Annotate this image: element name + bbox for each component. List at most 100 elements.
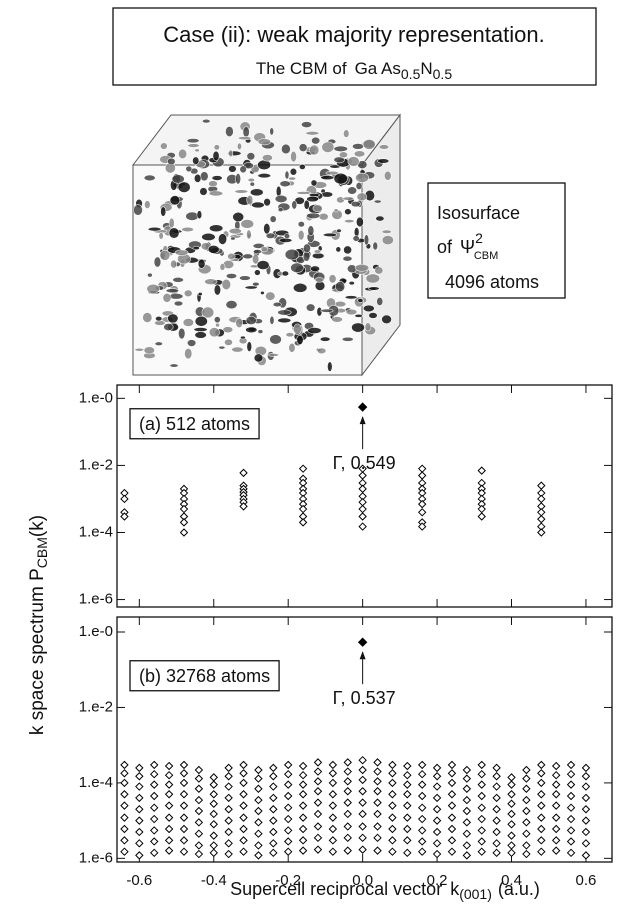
data-point (358, 822, 367, 831)
subscript: CBM (474, 250, 498, 262)
isosurface-blob (333, 208, 339, 213)
data-point (135, 851, 144, 860)
data-point (254, 806, 263, 816)
isosurface-blob (343, 245, 353, 255)
data-point (254, 774, 263, 783)
y-axis-label-text: (k) (27, 515, 48, 537)
data-point (373, 758, 382, 767)
isosurface-blob (312, 204, 323, 213)
isosurface-blob (307, 327, 322, 334)
isosurface-cube (131, 113, 402, 377)
data-point (224, 772, 233, 781)
data-point (507, 799, 516, 808)
data-point (388, 824, 397, 834)
isosurface-blob (269, 334, 282, 345)
data-point (388, 847, 397, 856)
isosurface-blob (313, 249, 322, 254)
isosurface-blob (134, 347, 145, 352)
isosurface-blob (171, 174, 185, 184)
data-point (417, 464, 427, 473)
data-point (477, 791, 486, 801)
data-point (432, 793, 442, 803)
data-point (313, 798, 323, 807)
data-point (358, 845, 367, 854)
isosurface-blob (169, 363, 179, 368)
data-point (477, 466, 486, 475)
data-point (239, 813, 248, 822)
isosurface-blob (185, 165, 193, 173)
isosurface-blob (251, 201, 265, 209)
isosurface-blob (252, 281, 260, 287)
data-point (328, 813, 338, 822)
data-point (462, 795, 472, 805)
isosurface-blob (377, 158, 390, 164)
data-point (462, 851, 472, 860)
isosurface-blob (350, 200, 361, 208)
data-point (358, 787, 367, 796)
data-point (120, 836, 129, 845)
isosurface-blob (284, 170, 290, 180)
x-tick-label: 0.0 (352, 872, 373, 889)
isosurface-blob (196, 210, 203, 220)
isosurface-blob (193, 327, 208, 332)
isosurface-blob (225, 273, 238, 279)
data-point (164, 813, 174, 822)
data-point (135, 805, 144, 814)
isosurface-blob (193, 173, 202, 183)
data-point (477, 847, 486, 856)
data-point (224, 827, 233, 837)
isosurface-blob (263, 198, 271, 207)
data-point (239, 847, 248, 856)
isosurface-blob (356, 192, 368, 202)
isosurface-blob (320, 175, 335, 181)
data-point (328, 760, 338, 770)
data-point (179, 760, 189, 770)
data-point (432, 782, 442, 791)
isosurface-blob (172, 277, 184, 283)
x-axis-label-text: Supercell reciprocal vector (230, 879, 442, 899)
isosurface-blob (263, 222, 271, 235)
data-point (298, 813, 308, 822)
data-point (581, 782, 591, 791)
isosurface-blob (147, 226, 162, 232)
data-point (403, 761, 412, 771)
subscript: CBM (34, 537, 50, 568)
isosurface-blob (333, 156, 345, 164)
isosurface-blob (239, 275, 251, 281)
isosurface-blob (375, 215, 385, 222)
data-point (358, 471, 367, 480)
isosurface-blob (194, 315, 208, 327)
annotation-arrowhead (359, 416, 366, 425)
x-axis-label-text: k (450, 879, 460, 899)
isosurface-blob (219, 263, 226, 271)
isosurface-blob (269, 315, 275, 325)
data-point (537, 847, 546, 856)
data-point (403, 813, 412, 822)
isosurface-blob (265, 291, 276, 301)
data-point (477, 512, 486, 521)
data-point (566, 814, 576, 824)
data-point (269, 805, 278, 814)
isosurface-blob (281, 143, 291, 155)
data-point (343, 798, 352, 807)
subtitle-text: The CBM of (256, 59, 347, 78)
data-point (313, 809, 323, 819)
title: Case (ii): weak majority representation. (163, 22, 544, 47)
isosurface-blob (341, 336, 354, 342)
data-point (581, 816, 591, 825)
isosurface-blob (303, 243, 311, 254)
isosurface-blob (257, 159, 272, 171)
data-point (328, 769, 338, 778)
x-tick-label: -0.2 (275, 872, 301, 889)
isosurface-blob (240, 219, 255, 229)
isosurface-blob (257, 138, 272, 146)
data-point (194, 849, 204, 859)
data-point (551, 824, 561, 834)
isosurface-blob (347, 156, 360, 167)
data-point (388, 801, 397, 810)
isosurface-blob (257, 173, 272, 179)
data-point (179, 824, 189, 834)
data-point (239, 778, 248, 788)
isosurface-blob (240, 335, 246, 340)
isosurface-blob (167, 313, 179, 324)
